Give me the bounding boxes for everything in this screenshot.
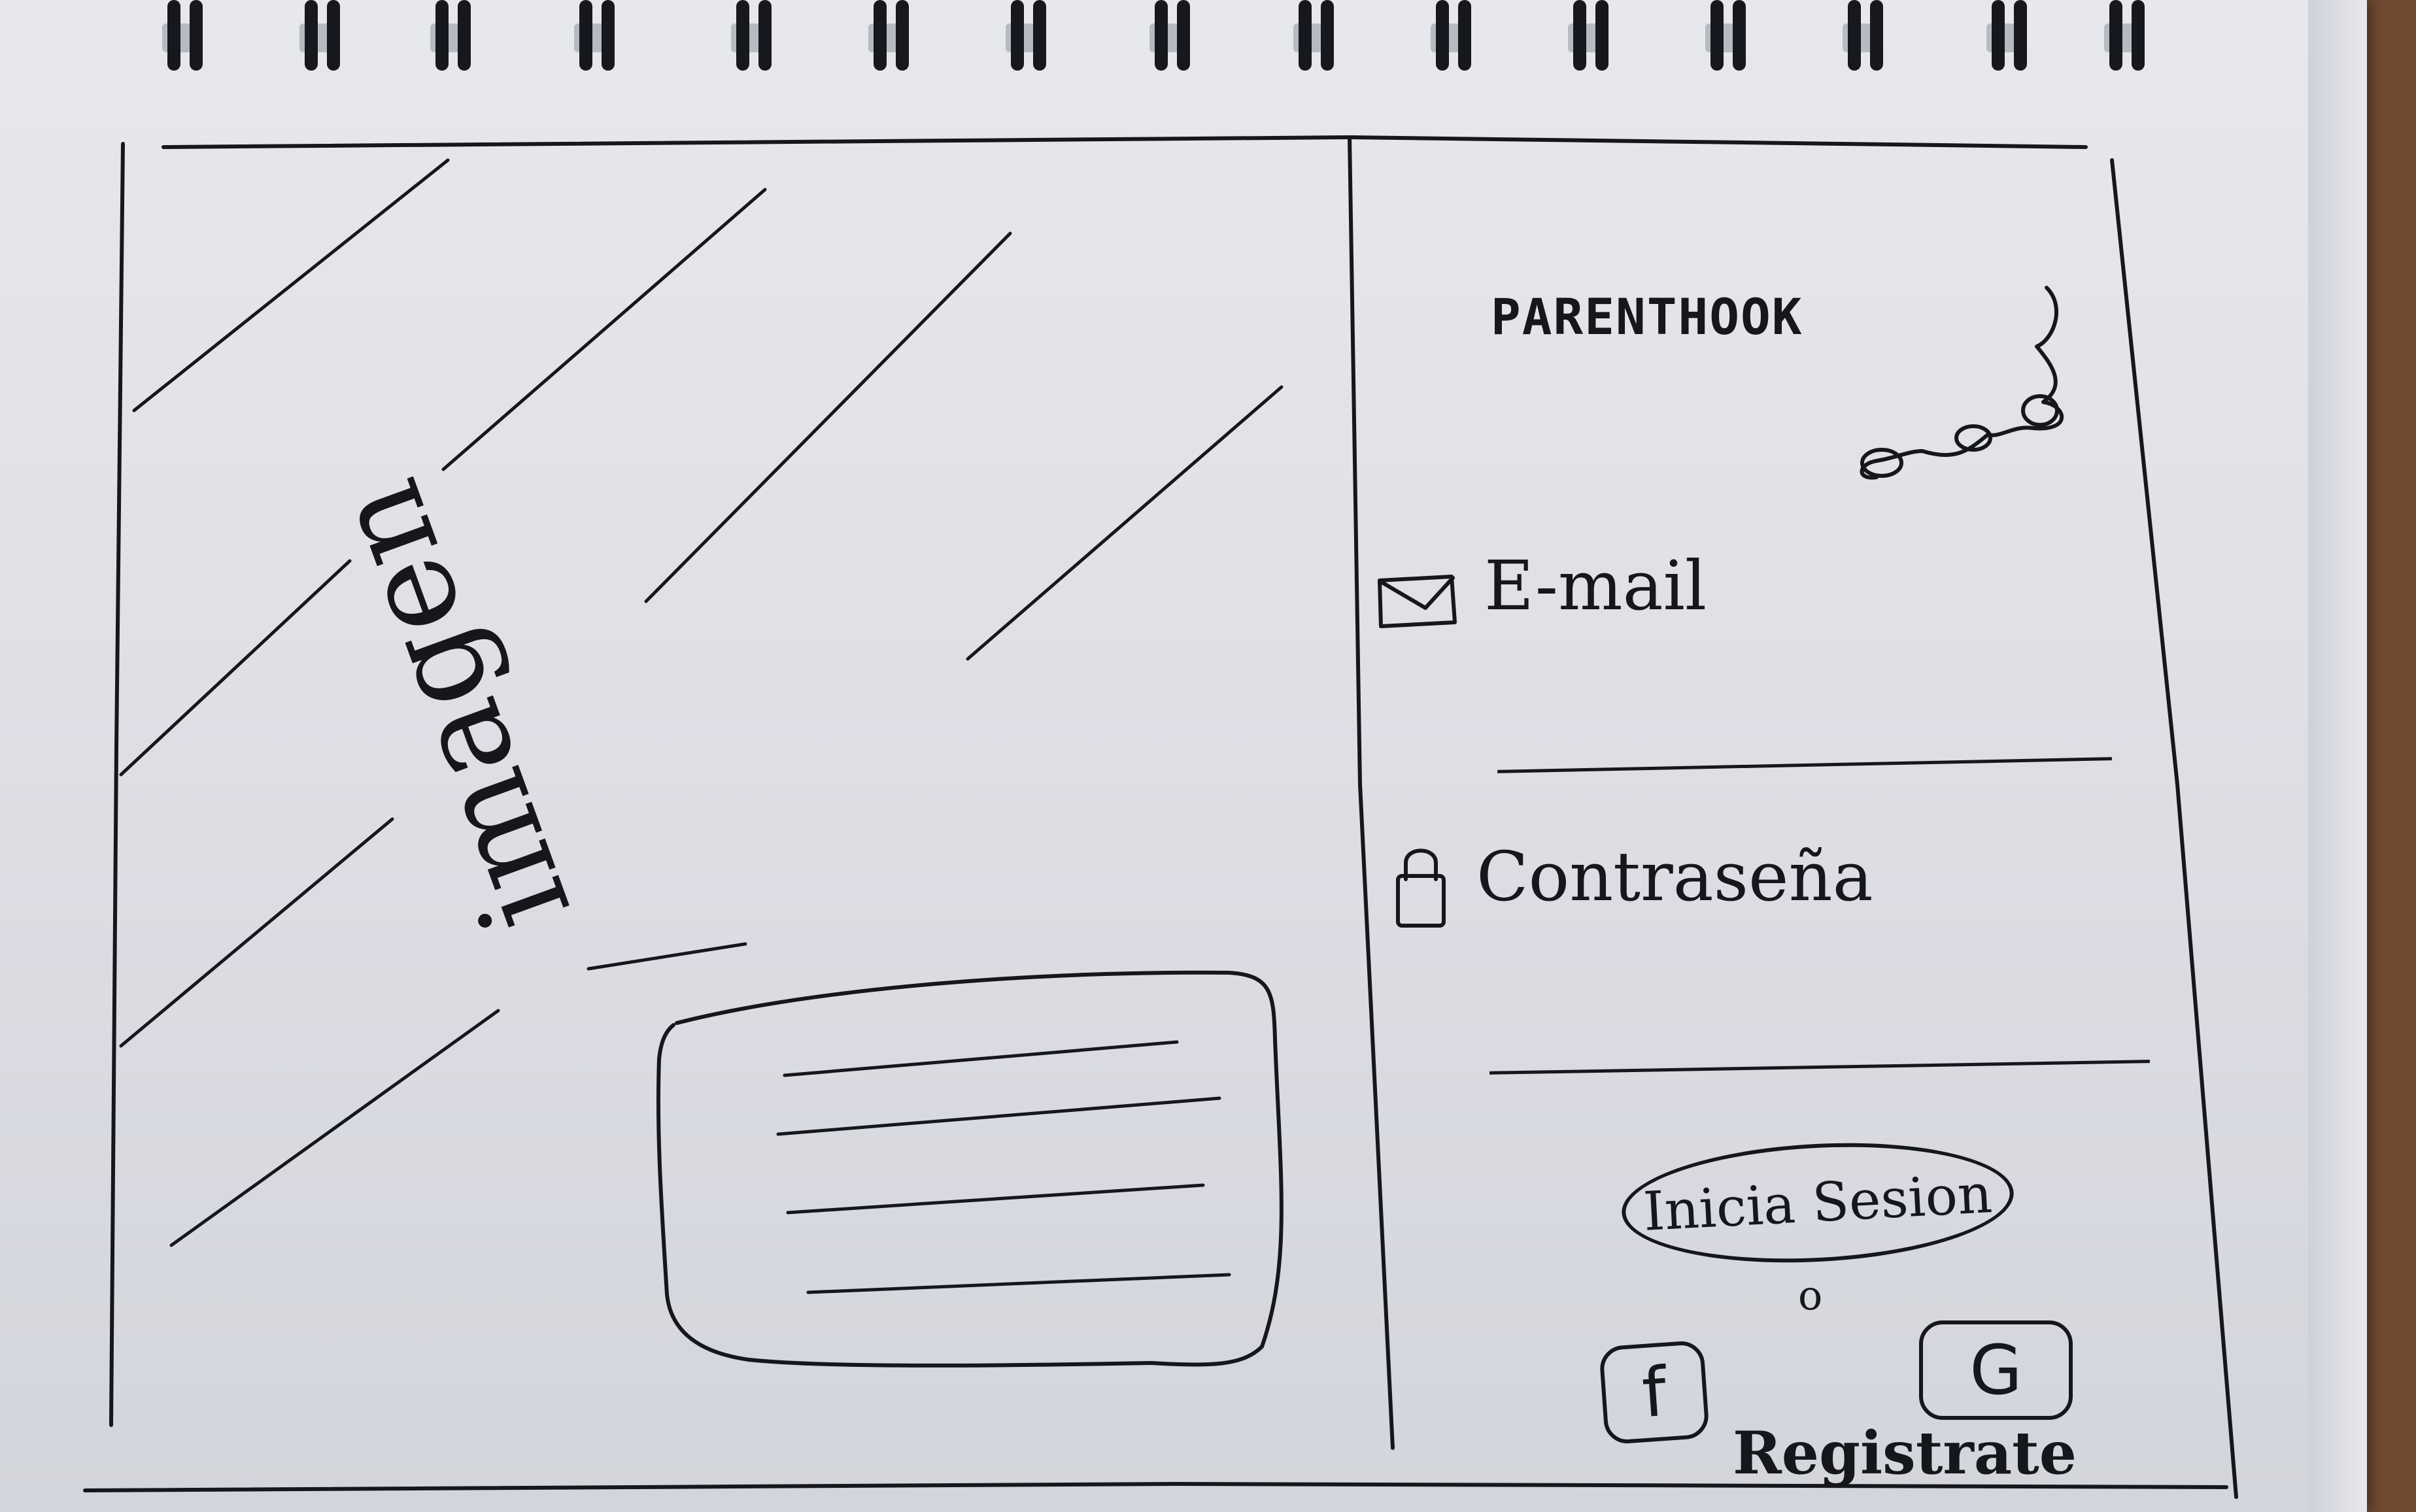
spiral-ring xyxy=(1007,0,1051,71)
spiral-ring xyxy=(301,0,345,71)
spiral-binding xyxy=(0,0,2367,78)
spiral-ring xyxy=(1432,0,1476,71)
spiral-ring xyxy=(1844,0,1888,71)
image-hatching xyxy=(119,158,1284,1247)
frame-bottom-line xyxy=(83,1482,2228,1492)
spiral-ring xyxy=(1988,0,2032,71)
email-label: E-mail xyxy=(1484,546,1707,626)
frame-right-line xyxy=(2110,158,2238,1499)
spiral-ring xyxy=(1151,0,1195,71)
facebook-icon: f xyxy=(1639,1351,1669,1434)
envelope-icon xyxy=(1378,575,1457,628)
wireframe-lines xyxy=(83,135,2238,1499)
google-icon: G xyxy=(1969,1330,2022,1410)
panel-divider xyxy=(1348,135,1395,1450)
facebook-login-button[interactable]: f xyxy=(1598,1339,1710,1445)
spiral-ring xyxy=(432,0,476,71)
paper-edge xyxy=(2308,0,2367,1512)
frame-top-line xyxy=(162,135,2088,149)
sketch-paper: PARENTHOOK imagen E-mail Contraseña Inic… xyxy=(0,0,2367,1512)
text-card-placeholder xyxy=(656,970,1284,1368)
spiral-ring xyxy=(1295,0,1339,71)
spiral-ring xyxy=(870,0,914,71)
frame-left-line xyxy=(109,142,125,1427)
email-field[interactable] xyxy=(1497,680,2108,760)
spiral-ring xyxy=(163,0,208,71)
brand-title: PARENTHOOK xyxy=(1491,288,1803,346)
spiral-ring xyxy=(1569,0,1614,71)
password-field[interactable] xyxy=(1491,974,2147,1060)
spiral-ring xyxy=(575,0,620,71)
password-label: Contraseña xyxy=(1476,837,1873,916)
image-caption-underline xyxy=(587,942,747,971)
hook-icon xyxy=(1860,286,2064,480)
spiral-ring xyxy=(732,0,777,71)
spiral-ring xyxy=(2105,0,2150,71)
login-button-label: Inicia Sesion xyxy=(1642,1162,1994,1243)
or-separator: o xyxy=(1798,1271,1823,1319)
register-link[interactable]: Registrate xyxy=(1733,1419,2077,1488)
lock-icon xyxy=(1396,848,1446,928)
spiral-ring xyxy=(1707,0,1751,71)
google-login-button[interactable]: G xyxy=(1919,1320,2073,1420)
